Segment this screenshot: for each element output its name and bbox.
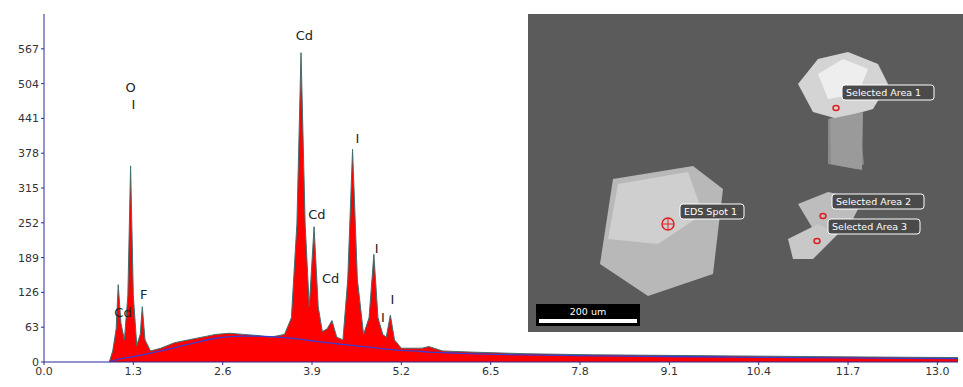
svg-text:13.0: 13.0 — [925, 365, 950, 378]
svg-text:252: 252 — [18, 217, 39, 230]
svg-text:11.7: 11.7 — [836, 365, 861, 378]
svg-text:5.2: 5.2 — [393, 365, 411, 378]
svg-text:I: I — [355, 131, 359, 146]
svg-text:Cd: Cd — [322, 271, 339, 286]
svg-text:3.9: 3.9 — [303, 365, 321, 378]
svg-text:504: 504 — [18, 78, 39, 91]
svg-text:Cd: Cd — [296, 28, 313, 43]
svg-text:F: F — [140, 287, 147, 302]
svg-text:0.0: 0.0 — [35, 364, 53, 378]
svg-text:9.1: 9.1 — [661, 365, 679, 378]
svg-text:126: 126 — [18, 286, 39, 299]
svg-text:1.3: 1.3 — [125, 365, 143, 378]
svg-text:567: 567 — [18, 43, 39, 56]
svg-text:Cd: Cd — [308, 207, 325, 222]
svg-text:EDS Spot 1: EDS Spot 1 — [684, 206, 737, 217]
svg-text:378: 378 — [18, 147, 39, 160]
svg-text:I: I — [381, 310, 385, 325]
svg-text:0: 0 — [32, 356, 39, 369]
svg-text:Selected Area 3: Selected Area 3 — [832, 221, 907, 232]
svg-text:315: 315 — [18, 182, 39, 195]
svg-text:Selected Area 1: Selected Area 1 — [846, 87, 921, 98]
svg-text:I: I — [131, 97, 135, 112]
svg-text:Cd: Cd — [114, 305, 131, 320]
svg-text:I: I — [375, 241, 379, 256]
svg-text:Selected Area 2: Selected Area 2 — [836, 196, 911, 207]
svg-text:10.4: 10.4 — [746, 365, 771, 378]
svg-text:441: 441 — [18, 112, 39, 125]
svg-text:6.5: 6.5 — [482, 365, 500, 378]
svg-text:63: 63 — [25, 321, 39, 334]
svg-text:200 um: 200 um — [570, 306, 606, 317]
svg-text:7.8: 7.8 — [571, 365, 589, 378]
svg-text:2.6: 2.6 — [214, 365, 232, 378]
svg-text:O: O — [125, 80, 135, 95]
svg-text:189: 189 — [18, 252, 39, 265]
svg-text:I: I — [390, 292, 394, 307]
